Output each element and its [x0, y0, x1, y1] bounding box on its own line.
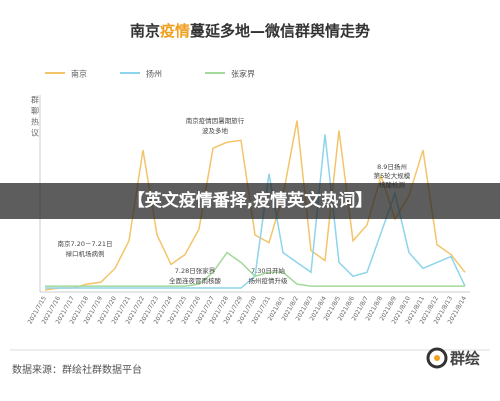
legend-item: 南京: [45, 69, 87, 79]
legend-label: 扬州: [146, 69, 162, 79]
annotation: 第5轮大规模: [374, 171, 411, 180]
y-axis-label-char: 群: [31, 95, 39, 105]
series-line: [44, 120, 466, 291]
title-part: 蔓延多地—微信群舆情走势: [190, 22, 370, 40]
legend-label: 南京: [71, 69, 87, 79]
title-part: 南京: [130, 22, 160, 40]
logo-text: 群绘: [450, 350, 480, 368]
annotation: 南京7.20－7.21日: [58, 239, 113, 248]
legend-item: 扬州: [120, 69, 162, 79]
annotation: 禄口机场病例: [66, 249, 105, 258]
logo-dot: [434, 355, 440, 361]
annotation: 7.28日张家界: [175, 266, 216, 275]
annotation: 7.30日开始: [251, 266, 285, 275]
chart-title: 南京疫情蔓延多地—微信群舆情走势: [130, 22, 370, 40]
legend-item: 张家界: [205, 69, 255, 79]
annotation: 南京疫情因暑期旅行: [186, 116, 245, 125]
title-part: 疫情: [160, 22, 190, 40]
annotation: 扬州疫情升级: [249, 276, 289, 285]
annotation: 波及多地: [202, 126, 229, 135]
y-axis-label-char: 热: [31, 117, 39, 127]
series-line: [45, 251, 465, 287]
y-axis-label-char: 议: [31, 129, 39, 138]
annotation: 全面连夜冒雨核酸: [169, 276, 222, 285]
source: 数据来源：群绘社群数据平台: [12, 363, 142, 376]
legend-label: 张家界: [231, 69, 255, 79]
logo-icon: [426, 347, 448, 369]
banner-band: [0, 183, 500, 219]
banner-text: 【英文疫情番择,疫情英文热词】: [128, 190, 372, 211]
y-axis-label-char: 聊: [31, 107, 39, 116]
annotation: 8.9日扬州: [377, 162, 407, 171]
